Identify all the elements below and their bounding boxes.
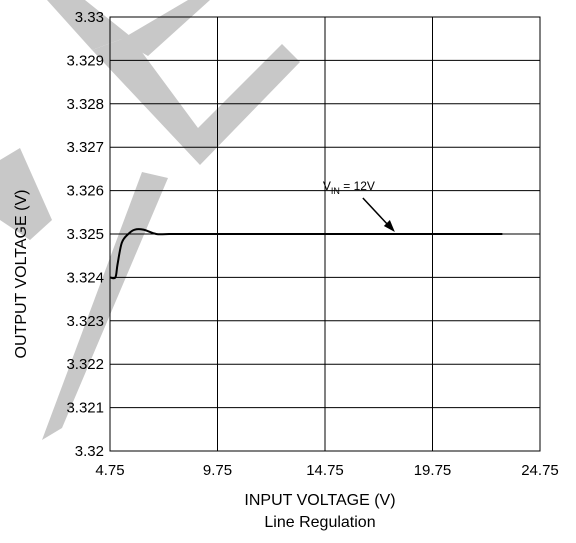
y-tick-label: 3.329 (66, 52, 104, 69)
y-axis-ticks: 3.32 3.321 3.322 3.323 3.324 3.325 3.326 3.327 3… (66, 9, 104, 460)
x-tick-label: 14.75 (306, 462, 344, 479)
y-tick-label: 3.321 (66, 400, 104, 417)
watermark-logo (0, 0, 300, 440)
annotation-label: VIN = 12V (323, 179, 375, 196)
x-tick-label: 9.75 (203, 462, 232, 479)
annotation-v: V (323, 179, 331, 193)
x-axis-title: INPUT VOLTAGE (V) (244, 492, 395, 509)
y-tick-label: 3.323 (66, 313, 104, 330)
annotation-arrow (362, 197, 392, 229)
x-tick-label: 4.75 (95, 462, 124, 479)
chart-caption: Line Regulation (264, 514, 375, 531)
y-tick-label: 3.325 (66, 226, 104, 243)
x-tick-label: 19.75 (414, 462, 452, 479)
annotation-arrowhead (383, 220, 395, 232)
y-tick-label: 3.32 (75, 443, 104, 460)
plot-frame (109, 16, 541, 452)
y-tick-label: 3.33 (75, 9, 104, 26)
annotation-subscript: IN (331, 186, 340, 196)
y-tick-label: 3.326 (66, 183, 104, 200)
series-line (109, 228, 503, 280)
y-axis-title: OUTPUT VOLTAGE (V) (13, 190, 30, 359)
y-tick-label: 3.324 (66, 269, 104, 286)
y-tick-label: 3.327 (66, 139, 104, 156)
x-tick-label: 24.75 (521, 462, 559, 479)
y-tick-label: 3.322 (66, 356, 104, 373)
annotation-value: = 12V (340, 179, 375, 193)
y-tick-label: 3.328 (66, 96, 104, 113)
x-axis-ticks: 4.75 9.75 14.75 19.75 24.75 (95, 462, 558, 479)
vin-annotation: VIN = 12V (323, 179, 395, 232)
